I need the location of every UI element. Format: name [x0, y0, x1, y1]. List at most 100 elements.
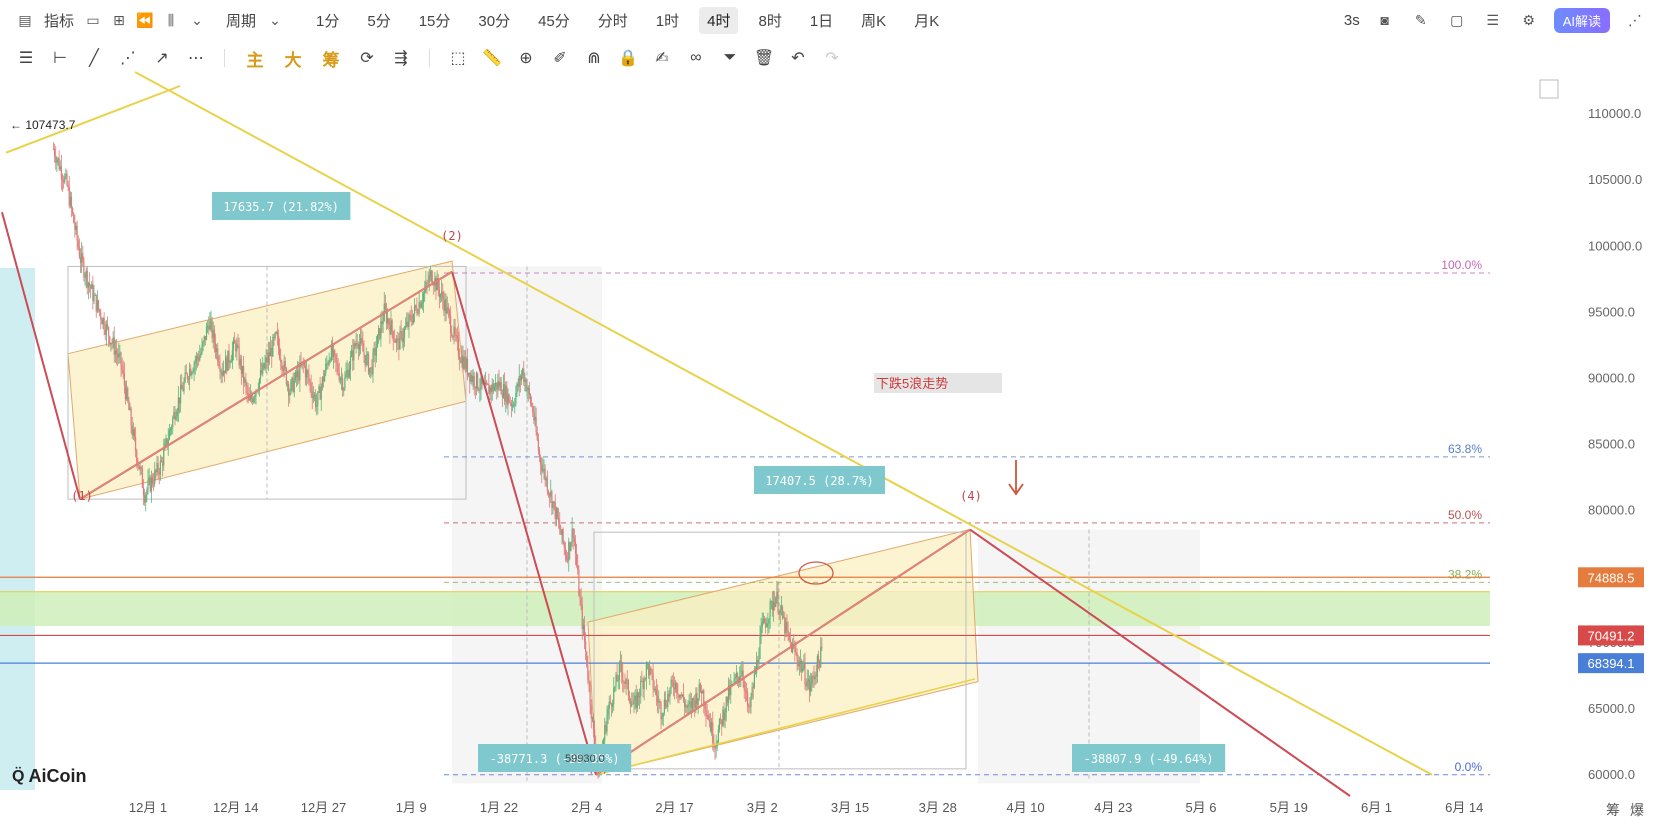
more-icon[interactable]: ⋯	[188, 50, 204, 67]
candle-body	[254, 396, 256, 398]
candle-body	[153, 483, 155, 485]
select-icon[interactable]: ⬚	[450, 50, 466, 67]
period-11[interactable]: 月K	[914, 12, 940, 30]
candle-body	[159, 460, 161, 475]
candle-body	[508, 394, 510, 403]
ruler-icon[interactable]: 📏	[482, 50, 502, 67]
candle-body	[586, 651, 588, 667]
period-6[interactable]: 1时	[655, 12, 680, 30]
candle-body	[576, 553, 578, 566]
overlay-large-toggle[interactable]: 大	[284, 50, 302, 70]
screen-icon[interactable]: ▭	[86, 11, 100, 28]
candle-body	[238, 345, 240, 366]
candle-body	[285, 368, 287, 385]
period-2[interactable]: 15分	[418, 12, 451, 30]
candle-body	[357, 344, 359, 350]
chevron-down-icon[interactable]: ⌄	[191, 11, 203, 28]
candle-body	[722, 709, 724, 726]
period-4[interactable]: 45分	[538, 12, 570, 30]
candle-body	[338, 373, 340, 381]
period-0[interactable]: 1分	[316, 12, 340, 30]
candle-body	[268, 352, 271, 357]
candle-body	[55, 156, 57, 163]
period-1[interactable]: 5分	[367, 12, 391, 30]
candle-body	[648, 662, 650, 676]
candle-body	[118, 353, 120, 358]
sync-icon[interactable]: ⟳	[360, 50, 374, 67]
edit-icon[interactable]: ✍	[655, 50, 669, 67]
candle-body	[770, 601, 772, 603]
lock-icon[interactable]: 🔒	[618, 50, 638, 67]
candle-body	[799, 660, 802, 663]
indicator-icon[interactable]: ▤	[18, 11, 32, 28]
redo-icon[interactable]: ↷	[825, 50, 839, 67]
candle-body	[679, 694, 681, 698]
magnet-icon[interactable]: ⋒	[587, 50, 601, 67]
chip-distribution-button[interactable]: 筹	[1606, 802, 1620, 818]
note-icon[interactable]: ▢	[1450, 11, 1464, 28]
overlay-chip-toggle[interactable]: 筹	[322, 50, 340, 70]
candle-body	[69, 196, 71, 206]
period-8[interactable]: 8时	[758, 12, 782, 30]
pen-icon[interactable]: ✎	[1414, 11, 1427, 28]
share-icon[interactable]: ⋰	[1628, 11, 1642, 28]
trash-icon[interactable]: 🗑	[753, 50, 775, 67]
brush-icon[interactable]: ✐	[553, 50, 567, 67]
candle-body	[738, 677, 740, 681]
candle-type-icon[interactable]: ⫼	[167, 11, 175, 28]
candle-body	[168, 430, 170, 440]
candle-body	[187, 378, 190, 380]
candle-body	[469, 372, 471, 382]
chevron-down-icon[interactable]: ⌄	[269, 11, 281, 28]
candle-body	[280, 358, 282, 363]
candle-body	[564, 547, 566, 556]
candle-body	[625, 679, 627, 684]
candle-body	[474, 386, 476, 389]
candle-body	[660, 703, 662, 720]
period-3[interactable]: 30分	[478, 12, 511, 30]
horizontal-line-icon[interactable]: ⊢	[53, 50, 67, 67]
candle-body	[240, 358, 242, 374]
wave-diagonal-1	[79, 271, 453, 500]
candle-body	[244, 379, 246, 383]
period-9[interactable]: 1日	[809, 12, 834, 30]
liquidation-button[interactable]: 爆	[1630, 802, 1644, 818]
period-7[interactable]: 4时	[699, 6, 739, 34]
candle-body	[61, 178, 64, 181]
ai-interpret-button[interactable]: AI解读	[1553, 7, 1610, 33]
candle-body	[761, 622, 763, 628]
rewind-icon[interactable]: ⏪	[136, 11, 154, 28]
candle-body	[429, 271, 431, 276]
candle-body	[673, 688, 676, 690]
arrow-line-icon[interactable]: ↗	[155, 50, 169, 67]
grid-layout-icon[interactable]: ⊞	[113, 11, 125, 28]
candle-body	[664, 699, 667, 707]
trend-line-icon[interactable]: ╱	[89, 50, 99, 67]
list-icon[interactable]: ☰	[1486, 11, 1499, 28]
candle-body	[731, 683, 733, 685]
wave-tool-icon[interactable]: ⋰	[120, 50, 136, 67]
gear-icon[interactable]: ⚙	[1522, 11, 1535, 28]
x-tick-12: 5月 6	[1185, 800, 1216, 815]
candle-body	[684, 700, 686, 708]
overlay-main-toggle[interactable]: 主	[246, 50, 264, 70]
undo-icon[interactable]: ↶	[791, 50, 805, 67]
candle-body	[261, 370, 263, 374]
menu-icon[interactable]: ☰	[18, 50, 34, 67]
candle-body	[715, 745, 717, 749]
funnel-icon[interactable]: ⏷	[723, 49, 737, 66]
period-button[interactable]: 周期	[226, 12, 257, 30]
filter-lines-icon[interactable]: ⇶	[394, 50, 408, 67]
link-icon[interactable]: ∞	[690, 49, 702, 66]
candle-body	[528, 387, 530, 395]
period-5[interactable]: 分时	[597, 12, 628, 30]
zoom-icon[interactable]: ⊕	[519, 50, 533, 67]
candle-body	[652, 672, 654, 689]
candle-body	[454, 326, 456, 335]
level-tag-text-0: 74888.5	[1588, 570, 1635, 585]
period-10[interactable]: 周K	[861, 12, 887, 30]
refresh-interval[interactable]: 3s	[1343, 11, 1360, 29]
camera-icon[interactable]: ◙	[1380, 12, 1389, 28]
indicator-button[interactable]: 指标	[44, 12, 75, 30]
